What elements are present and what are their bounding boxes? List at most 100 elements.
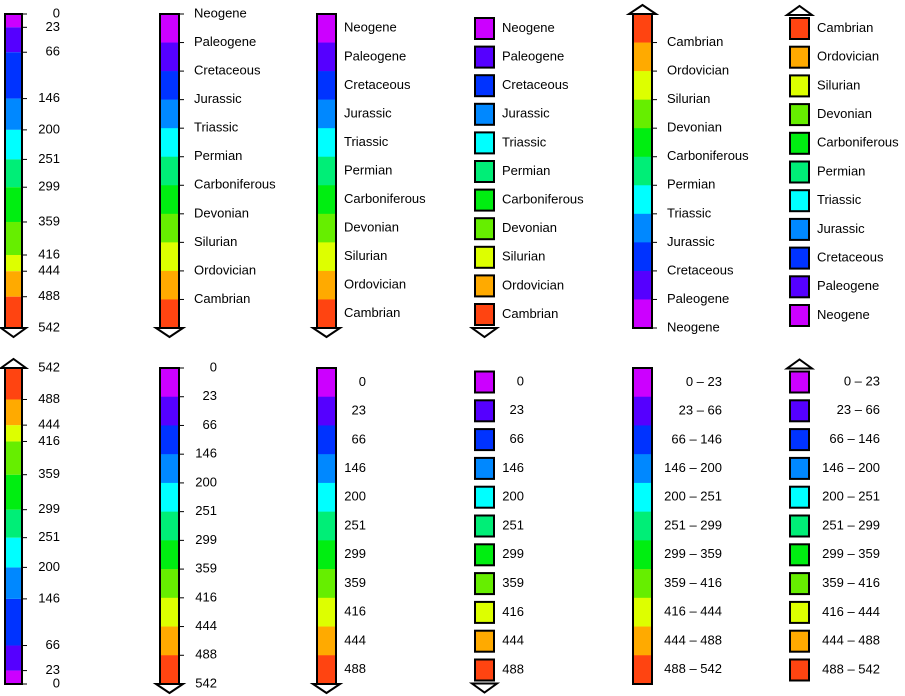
color-segment bbox=[5, 221, 22, 256]
legend-label: Jurassic bbox=[817, 221, 865, 236]
color-segment bbox=[160, 270, 179, 300]
color-segment bbox=[5, 14, 22, 28]
color-segment bbox=[5, 52, 22, 99]
tick-label: Neogene bbox=[667, 319, 720, 334]
tick-label: 0 bbox=[210, 359, 217, 374]
color-segment bbox=[633, 156, 652, 186]
legend-swatch bbox=[789, 456, 810, 480]
tick-label: 444 bbox=[195, 618, 217, 633]
legend-swatch bbox=[789, 658, 810, 682]
legend-swatch bbox=[789, 572, 810, 596]
tick-label: 488 bbox=[38, 288, 60, 303]
legend-label: 416 bbox=[502, 604, 524, 619]
color-segment bbox=[317, 299, 336, 329]
legend-label: Silurian bbox=[817, 77, 860, 92]
tick-label: 251 bbox=[38, 151, 60, 166]
color-segment bbox=[633, 569, 652, 599]
tick-label: Neogene bbox=[344, 20, 397, 35]
tick-label: 23 bbox=[46, 662, 60, 677]
color-segment bbox=[160, 597, 179, 627]
color-segment bbox=[633, 71, 652, 100]
legend-label: 416 – 444 bbox=[822, 604, 880, 619]
tick-label: 23 bbox=[46, 19, 60, 34]
legend-label: 488 – 542 bbox=[822, 661, 880, 676]
color-segment bbox=[317, 540, 336, 570]
legend-label: Permian bbox=[502, 163, 550, 178]
color-segment bbox=[160, 569, 179, 599]
color-segment bbox=[5, 399, 22, 426]
legend-swatch bbox=[474, 188, 495, 212]
arrow-up-icon bbox=[625, 3, 660, 15]
color-segment bbox=[5, 474, 22, 510]
color-segment bbox=[160, 14, 179, 43]
legend-label: Cretaceous bbox=[817, 250, 884, 265]
tick-label: 416 bbox=[344, 604, 366, 619]
color-segment bbox=[317, 482, 336, 512]
tick-label: Triassic bbox=[194, 120, 239, 135]
legend-label: 23 bbox=[510, 402, 524, 417]
legend-swatch bbox=[789, 629, 810, 653]
tick-label: 146 bbox=[38, 590, 60, 605]
legend-label: 146 bbox=[502, 460, 524, 475]
legend-swatch bbox=[789, 275, 810, 299]
tick-label: Triassic bbox=[667, 205, 712, 220]
color-segment bbox=[160, 71, 179, 100]
legend-label: Paleogene bbox=[817, 278, 879, 293]
color-segment bbox=[633, 454, 652, 484]
legend-swatch bbox=[789, 17, 810, 40]
color-segment bbox=[317, 42, 336, 72]
tick-label: Permian bbox=[194, 148, 242, 163]
arrow-up-icon bbox=[783, 358, 816, 370]
tick-label: Carboniferous bbox=[667, 148, 749, 163]
colorbar-frame bbox=[632, 367, 653, 685]
tick-label: 299 bbox=[38, 501, 60, 516]
color-segment bbox=[5, 598, 22, 646]
tick-label: 146 bbox=[344, 460, 366, 475]
tick-label: Jurassic bbox=[344, 105, 392, 120]
color-segment bbox=[5, 670, 22, 684]
tick-label: Cambrian bbox=[194, 291, 250, 306]
legend-label: 444 bbox=[502, 633, 524, 648]
legend-swatch bbox=[789, 485, 810, 509]
legend-label: 0 bbox=[517, 373, 524, 388]
tick-label: 542 bbox=[38, 319, 60, 334]
arrow-up-icon bbox=[0, 357, 30, 369]
legend-label: 23 – 66 bbox=[837, 402, 880, 417]
colorbar-period-ticks bbox=[159, 13, 184, 329]
tick-label: 66 – 146 bbox=[671, 431, 722, 446]
color-segment bbox=[5, 368, 22, 400]
tick-label: 200 bbox=[38, 121, 60, 136]
tick-label: Triassic bbox=[344, 134, 389, 149]
colorbar-age-centered bbox=[316, 367, 337, 685]
color-segment bbox=[5, 425, 22, 442]
legend-label: 251 bbox=[502, 517, 524, 532]
tick-label: Cambrian bbox=[344, 305, 400, 320]
tick-label: 444 bbox=[38, 417, 60, 432]
tick-label: Silurian bbox=[667, 91, 710, 106]
tick-label: Paleogene bbox=[194, 34, 256, 49]
legend-swatch bbox=[789, 74, 810, 98]
legend-swatch bbox=[789, 45, 810, 69]
color-segment bbox=[160, 128, 179, 158]
tick-label: 488 bbox=[195, 647, 217, 662]
legend-label: 200 bbox=[502, 489, 524, 504]
legend-label: 299 bbox=[502, 546, 524, 561]
legend-swatch bbox=[474, 274, 495, 298]
color-segment bbox=[317, 71, 336, 100]
legend-label: Devonian bbox=[502, 220, 557, 235]
legend-label: 488 bbox=[502, 661, 524, 676]
color-segment bbox=[5, 296, 22, 328]
color-segment bbox=[317, 454, 336, 484]
color-segment bbox=[317, 396, 336, 426]
color-segment bbox=[633, 213, 652, 243]
legend-swatch bbox=[474, 600, 495, 624]
tick-label: 146 – 200 bbox=[664, 460, 722, 475]
color-segment bbox=[160, 42, 179, 72]
legend-swatch bbox=[474, 399, 495, 423]
legend-swatch bbox=[474, 102, 495, 126]
tick-label: Cretaceous bbox=[344, 77, 411, 92]
color-segment bbox=[160, 655, 179, 685]
color-segment bbox=[160, 242, 179, 272]
legend-swatch bbox=[474, 456, 495, 480]
